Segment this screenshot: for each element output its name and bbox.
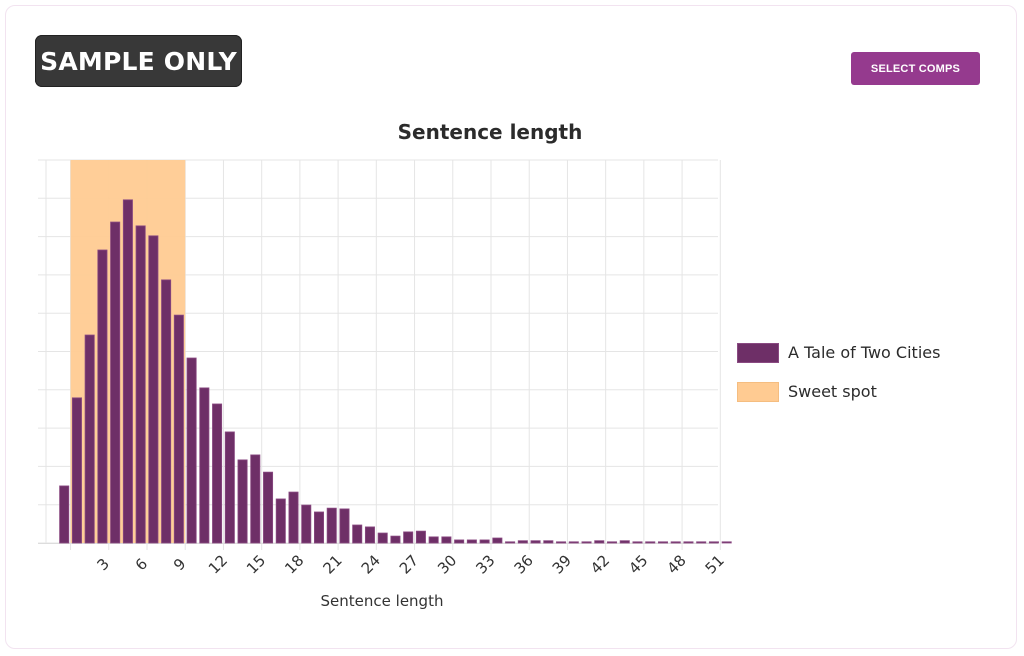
bar[interactable] [84,334,95,544]
bar[interactable] [543,540,554,544]
x-tick-label: 42 [587,551,613,577]
bar[interactable] [657,541,668,544]
legend-item-series[interactable]: A Tale of Two Cities [737,333,940,372]
legend-label: Sweet spot [788,382,877,401]
bar[interactable] [530,540,541,544]
bar[interactable] [288,491,299,544]
x-tick-label: 18 [281,551,307,577]
bar[interactable] [607,541,618,544]
bar[interactable] [377,532,388,544]
x-tick-label: 24 [358,551,384,577]
x-tick-label: 51 [702,551,728,577]
chart-title: Sentence length [397,120,583,144]
x-tick-label: 21 [319,551,345,577]
select-comps-button[interactable]: SELECT COMPS [851,52,980,85]
bar[interactable] [594,540,605,544]
x-tick-label: 15 [243,551,269,577]
bar[interactable] [313,511,324,544]
bar[interactable] [696,541,707,544]
bar[interactable] [161,279,172,544]
x-tick-label: 6 [132,555,151,574]
sweet-spot-swatch-icon [737,381,779,402]
bar[interactable] [454,539,465,544]
x-tick-label: 27 [396,551,422,577]
bar[interactable] [645,541,656,544]
x-tick-label: 3 [94,555,113,574]
bar[interactable] [186,357,197,544]
sample-only-badge: SAMPLE ONLY [35,35,242,87]
x-axis-ticks: 3 6 9 12 15 18 21 24 27 30 33 36 39 42 45 48 51 [94,551,728,577]
bar[interactable] [568,541,579,544]
bar[interactable] [135,225,146,544]
bar[interactable] [466,539,477,544]
x-tick-label: 30 [434,551,460,577]
x-tick-label: 36 [511,551,537,577]
bar[interactable] [479,539,490,544]
bar[interactable] [339,508,350,544]
bar[interactable] [581,541,592,544]
x-tick-label: 12 [205,551,231,577]
bar[interactable] [352,524,363,544]
bar[interactable] [708,541,719,544]
chart-legend: A Tale of Two Cities Sweet spot [737,333,940,411]
x-tick-label: 45 [625,551,651,577]
series-swatch-icon [737,342,779,363]
bar-series [59,199,732,544]
x-axis-label: Sentence length [320,592,444,610]
bar[interactable] [441,536,452,544]
bar[interactable] [505,541,516,544]
bar[interactable] [683,541,694,544]
x-tick-label: 48 [663,551,689,577]
bar[interactable] [59,485,70,544]
bar[interactable] [237,459,248,544]
x-tick-label: 33 [472,551,498,577]
bar[interactable] [390,535,401,544]
bar[interactable] [263,471,274,544]
bar[interactable] [517,540,528,544]
bar[interactable] [173,314,184,544]
bar[interactable] [250,454,261,544]
bar[interactable] [403,531,414,544]
bar[interactable] [301,504,312,544]
legend-label: A Tale of Two Cities [788,343,941,362]
bar[interactable] [415,530,426,544]
legend-item-sweet-spot[interactable]: Sweet spot [737,372,940,411]
bar[interactable] [619,540,630,544]
x-tick-label: 9 [170,555,189,574]
bar[interactable] [71,397,82,544]
bar[interactable] [364,526,375,544]
bar[interactable] [670,541,681,544]
bar[interactable] [721,541,732,544]
bar[interactable] [492,537,503,544]
bar[interactable] [224,431,235,544]
bar[interactable] [110,221,121,544]
bar[interactable] [326,507,337,544]
bar[interactable] [97,249,108,544]
bar[interactable] [428,536,439,544]
bar[interactable] [556,541,567,544]
bar[interactable] [199,387,210,544]
bar[interactable] [275,498,286,544]
bar[interactable] [122,199,133,544]
x-tick-label: 39 [549,551,575,577]
bar[interactable] [632,541,643,544]
bar[interactable] [148,235,159,544]
bar[interactable] [212,403,223,544]
